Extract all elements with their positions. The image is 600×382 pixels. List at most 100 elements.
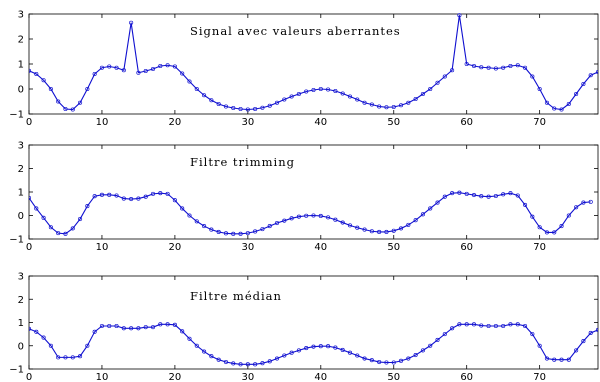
data-point: [143, 194, 148, 199]
data-point: [471, 193, 477, 198]
data-point: [377, 104, 382, 109]
data-point: [202, 224, 207, 229]
data-point: [143, 325, 148, 330]
y-tick-label: 2: [18, 295, 24, 306]
series-line: [29, 323, 598, 365]
data-point: [282, 97, 287, 102]
data-point: [566, 357, 571, 362]
data-point: [165, 322, 170, 327]
series-line: [29, 192, 591, 235]
plot-area: [29, 322, 598, 367]
data-point: [289, 216, 294, 221]
data-point: [566, 213, 571, 218]
data-point: [530, 74, 535, 79]
data-point: [267, 103, 272, 108]
data-point: [479, 194, 484, 199]
data-point: [420, 348, 425, 353]
x-tick-label: 50: [387, 372, 400, 382]
x-tick-label: 30: [241, 372, 254, 382]
data-point: [479, 65, 484, 70]
data-point: [442, 332, 447, 337]
data-point: [362, 227, 367, 232]
data-point: [435, 337, 440, 342]
data-point: [428, 86, 433, 92]
data-point: [530, 214, 535, 219]
series-line: [29, 15, 598, 111]
data-point: [326, 344, 331, 349]
data-point: [56, 99, 61, 104]
data-point: [172, 198, 177, 203]
data-point: [180, 329, 185, 334]
data-point: [304, 213, 309, 218]
y-tick-label: −1: [9, 365, 24, 376]
data-point: [289, 94, 294, 99]
data-point: [559, 357, 564, 362]
data-point: [501, 192, 506, 197]
data-point: [107, 323, 112, 329]
data-point: [369, 229, 374, 234]
data-point: [398, 358, 404, 363]
data-point: [172, 64, 177, 69]
x-tick-label: 60: [460, 372, 473, 382]
data-point: [581, 339, 586, 344]
data-point: [41, 335, 46, 340]
data-point: [544, 356, 549, 361]
data-point: [552, 230, 557, 235]
data-point: [274, 100, 280, 105]
data-point: [493, 323, 498, 329]
data-point: [544, 230, 549, 235]
data-point: [347, 350, 353, 355]
data-point: [537, 225, 542, 230]
x-tick-label: 20: [169, 242, 182, 253]
data-point: [340, 347, 345, 352]
data-point: [216, 357, 221, 362]
data-point: [296, 91, 301, 97]
data-point: [150, 66, 156, 72]
data-point: [99, 65, 105, 70]
data-point: [355, 353, 360, 358]
data-point: [318, 213, 323, 219]
axes-box: [28, 275, 599, 370]
data-point: [150, 325, 156, 330]
data-point: [34, 206, 39, 211]
data-point: [537, 343, 542, 348]
data-point: [194, 86, 199, 92]
data-point: [508, 322, 513, 327]
data-point: [114, 65, 119, 70]
data-point: [267, 224, 272, 229]
data-point: [245, 362, 250, 367]
data-point: [216, 229, 221, 235]
data-point: [129, 326, 134, 331]
data-point: [574, 91, 579, 97]
data-point: [165, 191, 170, 196]
data-point: [566, 101, 571, 107]
plot-area: [29, 190, 593, 236]
data-point: [333, 345, 338, 350]
x-tick-label: 0: [26, 242, 32, 253]
y-tick-label: 2: [18, 164, 24, 175]
data-point: [391, 228, 396, 233]
data-point: [595, 69, 598, 75]
x-tick-label: 50: [387, 117, 400, 128]
data-point: [238, 106, 243, 112]
data-point: [274, 356, 280, 361]
data-point: [158, 191, 163, 196]
y-tick-label: 1: [18, 318, 24, 329]
data-point: [282, 218, 287, 223]
x-tick-label: 70: [533, 372, 546, 382]
data-point: [209, 227, 214, 232]
data-point: [107, 64, 112, 69]
x-tick-label: 10: [96, 117, 109, 128]
data-point: [406, 356, 411, 361]
data-point: [493, 193, 498, 199]
data-point: [581, 200, 586, 205]
data-point: [333, 88, 338, 94]
data-point: [56, 355, 61, 360]
y-tick-label: 1: [18, 60, 24, 71]
panel-title: Filtre médian: [190, 289, 282, 303]
data-point: [136, 326, 141, 331]
data-point: [172, 322, 177, 327]
data-point: [486, 65, 491, 70]
data-point: [501, 323, 506, 329]
data-point: [435, 200, 440, 205]
